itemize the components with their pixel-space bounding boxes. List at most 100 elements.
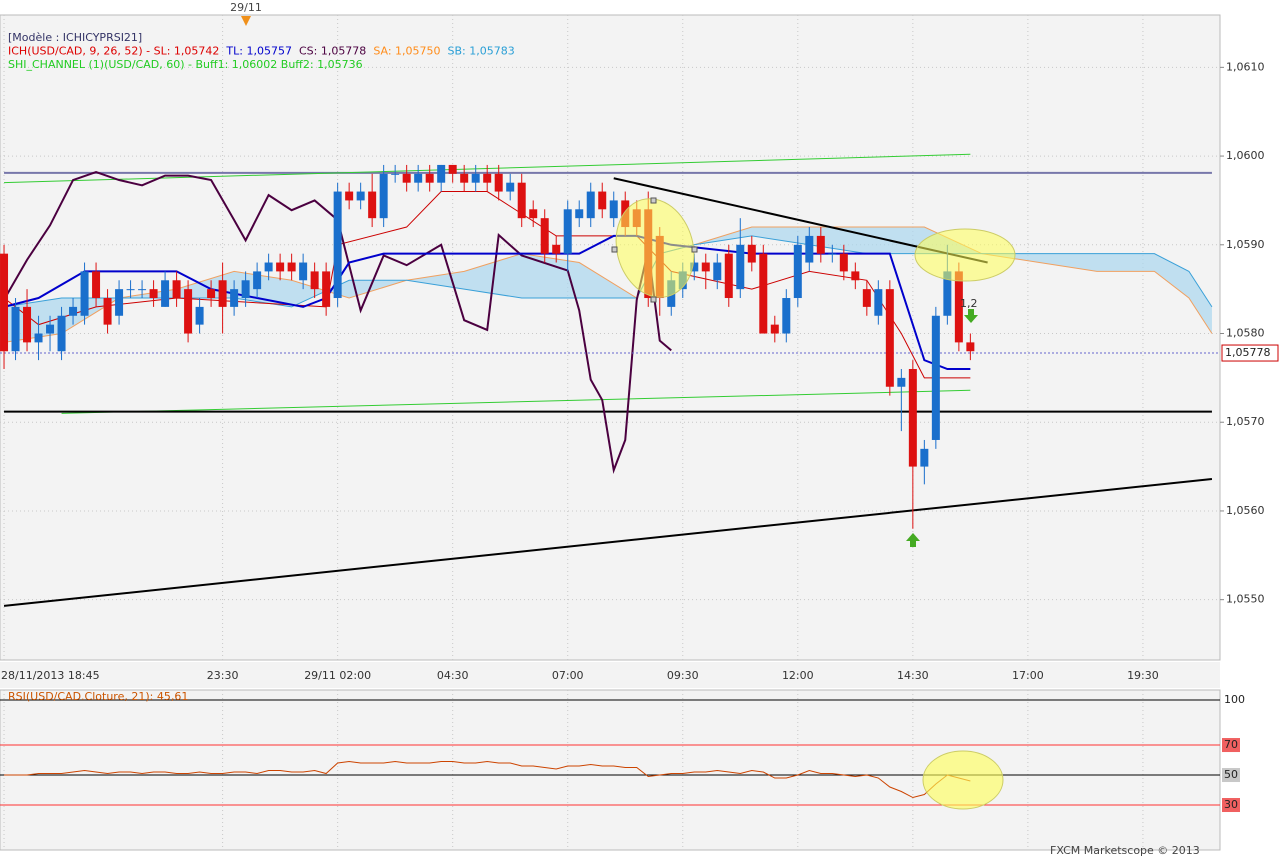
legend-entry: [Modèle : ICHICYPRSI21] (8, 31, 142, 44)
highlight (615, 198, 695, 298)
overlays (0, 153, 1220, 799)
candle-body (506, 182, 515, 192)
footer: FXCM Marketscope © 2013 (1050, 844, 1200, 857)
candle-body (736, 244, 745, 290)
candle-body (943, 271, 952, 316)
overlay-line (3, 478, 1213, 607)
candle-body (80, 271, 89, 316)
handle (611, 246, 618, 253)
candle-body (805, 235, 814, 263)
y-tick-label: 1,0560 (1226, 504, 1265, 517)
candle-body (172, 280, 181, 299)
candle-body (310, 271, 319, 290)
candle-body (954, 271, 963, 343)
candle-body (782, 298, 791, 334)
y-tick-label: 1,0550 (1226, 593, 1265, 606)
y-tick-label: 30 (1224, 798, 1238, 811)
candle-body (356, 191, 365, 201)
legend-line: SHI_CHANNEL (1)(USD/CAD, 60) - Buff1: 1,… (8, 58, 363, 71)
rsi-title: RSI(USD/CAD.Cloture, 21): 45,61 (8, 690, 188, 703)
candle-body (402, 173, 411, 183)
candle-body (161, 280, 170, 307)
candle-body (11, 306, 20, 352)
candle-body (575, 209, 584, 219)
y-tick-label: 1,0570 (1226, 415, 1265, 428)
candle-body (609, 200, 618, 219)
candle-body (862, 289, 871, 307)
overlay-line (3, 234, 971, 370)
candle-body (138, 289, 147, 291)
legend-entry: SHI_CHANNEL (1)(USD/CAD, 60) - Buff1: 1,… (8, 58, 363, 71)
candle-body (126, 289, 135, 291)
candle-body (529, 209, 538, 219)
candle-body (57, 315, 66, 352)
candle-body (34, 333, 43, 343)
candle-body (724, 253, 733, 299)
down-arrow (964, 309, 978, 323)
candle-body (207, 289, 216, 299)
candle-body (460, 173, 469, 183)
candle-body (425, 173, 434, 183)
level-label-box (1222, 768, 1240, 783)
candle-body (391, 173, 400, 175)
rsi-line (4, 761, 971, 799)
x-tick-label: 17:00 (1012, 669, 1044, 682)
candle-body (690, 262, 699, 272)
candle-body (897, 377, 906, 387)
candle-body (931, 315, 940, 440)
candle-body (552, 244, 561, 254)
handle (691, 246, 698, 253)
candle-body (483, 173, 492, 183)
candles (0, 164, 975, 529)
x-tick-label: 29/11 02:00 (304, 669, 371, 682)
candle-body (195, 306, 204, 325)
candle-body (264, 262, 273, 272)
candle-body (379, 173, 388, 219)
candle-body (414, 173, 423, 183)
candle-body (46, 324, 55, 334)
candle-body (437, 164, 446, 183)
candle-body (345, 191, 354, 201)
candle-body (885, 289, 894, 387)
candle-body (241, 280, 250, 299)
candle-body (494, 173, 503, 192)
candle-body (287, 262, 296, 272)
candle-body (368, 191, 377, 219)
x-tick-label: 09:30 (667, 669, 699, 682)
candle-body (149, 289, 158, 299)
candle-body (908, 368, 917, 467)
handle (650, 296, 657, 303)
candle-body (713, 262, 722, 281)
x-tick-label: 04:30 (437, 669, 469, 682)
highlight (914, 228, 1016, 282)
candle-body (839, 253, 848, 272)
candle-body (92, 271, 101, 299)
overlay-line (61, 389, 971, 414)
candle-body (874, 289, 883, 316)
candle-body (0, 253, 9, 352)
y-tick-label: 70 (1224, 738, 1238, 751)
annotations (241, 16, 1016, 810)
up-arrow (906, 533, 920, 547)
candle-body (218, 280, 227, 307)
candle-body (23, 306, 32, 343)
candle-body (253, 271, 262, 290)
x-tick-label: 23:30 (207, 669, 239, 682)
overlay-line (3, 170, 672, 474)
x-tick-label: 19:30 (1127, 669, 1159, 682)
price-panel (0, 14, 1221, 661)
candle-body (471, 173, 480, 183)
candle-body (69, 306, 78, 316)
date-marker-arrow (241, 16, 251, 26)
legend-entry: SB: 1,05783 (448, 45, 515, 58)
highlight (922, 750, 1004, 810)
candle-body (966, 342, 975, 352)
legend-line: [Modèle : ICHICYPRSI21] (8, 31, 142, 44)
legend-entry: SA: 1,05750 (373, 45, 440, 58)
candle-body (103, 298, 112, 325)
candle-body (230, 289, 239, 307)
candle-body (851, 271, 860, 281)
legend-entry: ICH(USD/CAD, 9, 26, 52) - SL: 1,05742 (8, 45, 219, 58)
